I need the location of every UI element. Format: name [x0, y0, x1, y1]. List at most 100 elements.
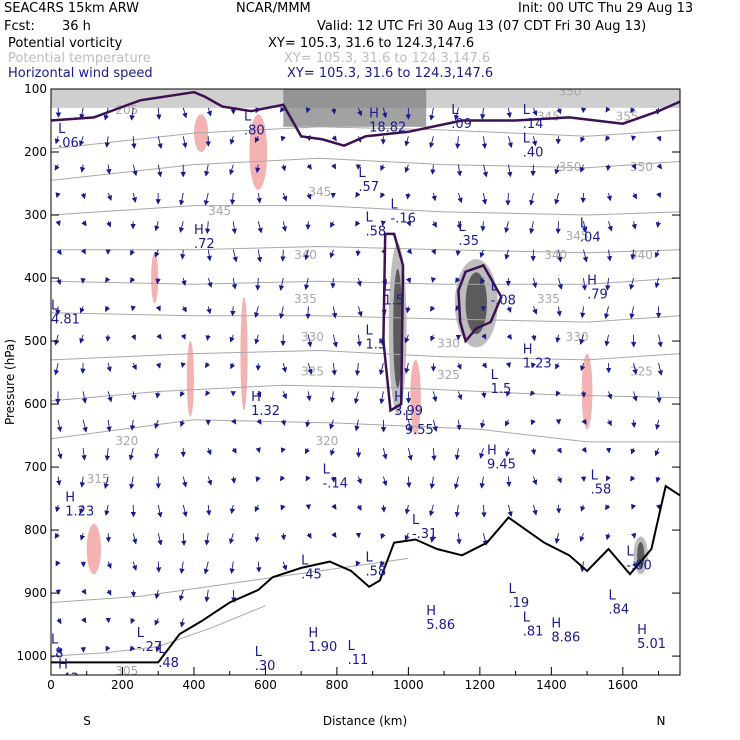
extremum-type-label: L — [451, 103, 459, 118]
wind-vector — [379, 560, 386, 567]
wind-vector — [255, 164, 261, 174]
wind-vector — [129, 476, 135, 490]
extremum-type-label: L — [137, 626, 145, 641]
extremum-value-label: .58 — [366, 224, 387, 239]
wind-vector — [305, 475, 311, 482]
extremum-type-label: H — [194, 223, 204, 238]
theta-label: 325 — [301, 365, 324, 379]
wind-vector — [230, 362, 236, 370]
y-tick-label: 900 — [24, 586, 47, 600]
wind-vector — [229, 136, 235, 145]
extremum-value-label: 9.45 — [487, 457, 516, 472]
wind-vector — [505, 419, 510, 427]
wind-vector — [480, 419, 486, 429]
wind-vector — [405, 192, 411, 200]
extremum-type-label: H — [369, 106, 379, 121]
wind-vector — [605, 447, 612, 454]
extremum-type-label: L — [405, 409, 413, 424]
wind-vector — [654, 419, 661, 430]
wind-vector — [132, 533, 138, 545]
wind-vector — [106, 164, 112, 175]
wind-vector — [380, 533, 386, 540]
wind-vector — [155, 362, 161, 369]
wind-vector — [378, 362, 385, 376]
wind-vector — [280, 533, 287, 541]
wind-vector — [56, 277, 62, 286]
wind-vector — [481, 136, 488, 150]
wind-vector — [155, 277, 161, 285]
wind-vector — [306, 163, 312, 170]
wind-vector — [455, 136, 461, 150]
wind-vector — [231, 447, 237, 454]
wind-vector — [631, 419, 637, 428]
wind-vector — [482, 164, 488, 178]
wind-vector — [280, 447, 286, 454]
wind-vector — [479, 249, 485, 258]
theta-label: 345 — [308, 185, 331, 199]
theta-contour — [51, 157, 680, 181]
extremum-value-label: 1.5 — [491, 382, 512, 397]
wind-vector — [130, 589, 137, 598]
wind-vector — [479, 476, 485, 489]
extremum-type-label: L — [383, 280, 391, 295]
wind-vector — [131, 136, 137, 149]
wind-vector — [329, 249, 335, 259]
extremum-value-label: .30 — [255, 659, 276, 674]
wind-vector — [505, 390, 511, 397]
wind-vector — [230, 476, 237, 484]
wind-vector — [431, 221, 437, 228]
wind-vector — [305, 419, 311, 428]
wind-vector — [207, 277, 213, 288]
wind-vector — [255, 447, 261, 454]
wind-vector — [305, 107, 311, 114]
wind-vector — [605, 277, 611, 291]
wind-vector — [579, 164, 585, 173]
wind-vector — [55, 220, 61, 227]
wind-vector — [380, 504, 387, 513]
wind-vector — [632, 192, 637, 200]
wind-vector — [130, 249, 136, 256]
extremum-value-label: .57 — [358, 180, 379, 195]
theta-contour — [51, 349, 680, 361]
wind-vector — [280, 504, 286, 511]
theta-label: 315 — [87, 472, 110, 486]
wind-vector — [380, 192, 386, 199]
extremum-value-label: .06 — [58, 136, 79, 151]
wind-vector — [580, 362, 586, 372]
wind-vector — [307, 334, 313, 348]
theta-label: 305 — [115, 664, 138, 678]
wind-vector — [79, 533, 86, 541]
wind-vector — [530, 448, 537, 456]
wind-vector — [506, 306, 512, 313]
wind-vector — [178, 221, 185, 233]
y-tick-label: 500 — [24, 334, 47, 348]
theta-label: 320 — [115, 434, 138, 448]
wind-vector — [282, 561, 288, 571]
wind-vector — [382, 448, 388, 460]
wind-vector — [532, 476, 538, 486]
wind-vector — [179, 561, 185, 575]
wind-vector — [229, 334, 235, 343]
pv-negative-regions — [86, 114, 593, 575]
wind-vector — [432, 391, 438, 403]
theta-label: 330 — [301, 330, 324, 344]
theta-label: 335 — [294, 292, 317, 306]
pv-negative-region — [86, 523, 102, 575]
wind-vector — [455, 249, 461, 257]
wind-vector — [54, 532, 60, 539]
wind-vector — [132, 164, 138, 177]
wind-vector — [104, 448, 111, 462]
extremum-value-label: .40 — [523, 146, 544, 161]
model-title: SEAC4RS 15km ARW — [4, 1, 140, 16]
wind-vector — [306, 192, 312, 200]
extremum-type-label: L — [323, 462, 331, 477]
wind-vector — [454, 504, 460, 518]
wind-vector — [180, 249, 186, 260]
wind-vector — [182, 107, 188, 119]
wind-vector — [505, 362, 511, 368]
wind-vector — [529, 221, 535, 235]
pv-shaded-regions — [51, 89, 680, 575]
org-label: NCAR/MMM — [236, 1, 311, 16]
wind-vector — [530, 362, 537, 369]
extremum-type-label: L — [580, 217, 588, 232]
